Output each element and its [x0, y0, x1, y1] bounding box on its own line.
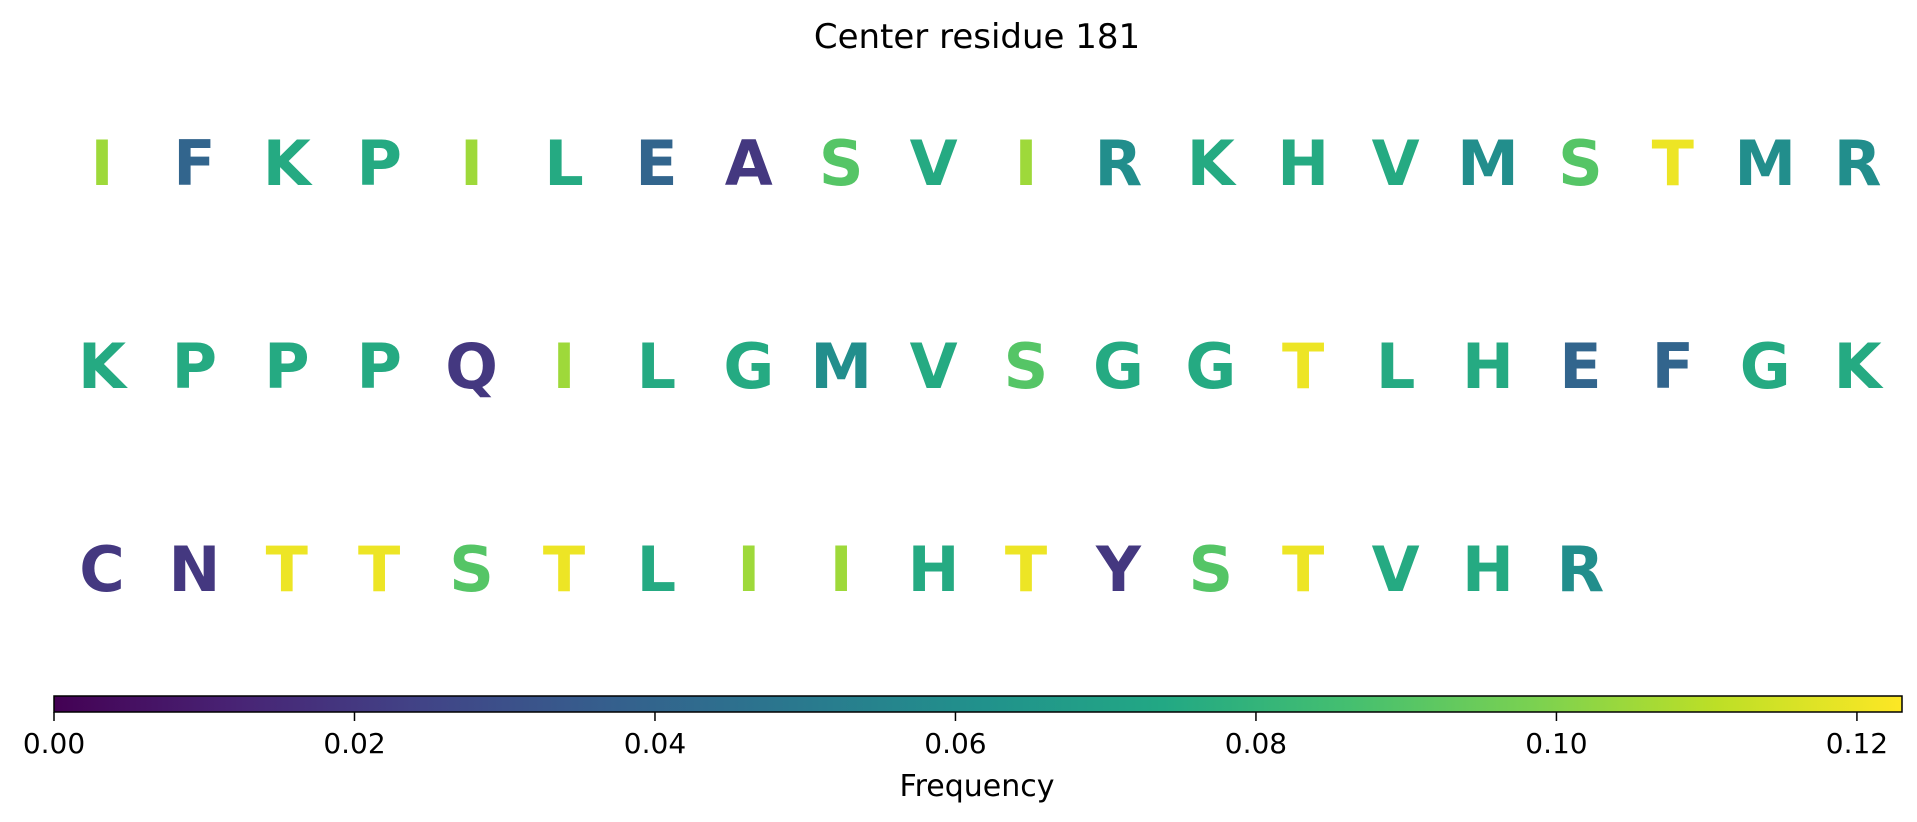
residue-letter: S [1004, 330, 1049, 403]
residue-letter: S [1188, 533, 1233, 606]
residue-letter: T [1282, 330, 1324, 403]
residue-letter: M [1734, 127, 1796, 200]
residue-letter: H [1277, 127, 1329, 200]
residue-letter: V [910, 127, 958, 200]
colorbar-tick-label: 0.02 [323, 727, 385, 760]
residue-letter: P [356, 127, 401, 200]
residue-letter: R [1095, 127, 1143, 200]
residue-letter: T [266, 533, 308, 606]
colorbar-label: Frequency [900, 769, 1055, 804]
residue-letter: H [1462, 330, 1514, 403]
residue-letter: H [908, 533, 960, 606]
colorbar-tick-label: 0.04 [624, 727, 686, 760]
residue-letter: T [358, 533, 400, 606]
residue-letter: L [637, 330, 677, 403]
colorbar-tick-label: 0.08 [1225, 727, 1287, 760]
residue-letter: V [1372, 127, 1420, 200]
residue-letter: V [910, 330, 958, 403]
residue-letter: V [1372, 533, 1420, 606]
residue-letter: I [737, 533, 760, 606]
residue-letter: R [1834, 127, 1882, 200]
residue-letter: H [1462, 533, 1514, 606]
residue-letter: I [460, 127, 483, 200]
residue-letter: R [1557, 533, 1605, 606]
residue-letter: E [1559, 330, 1601, 403]
residue-letter: A [725, 127, 773, 200]
residue-letter: Y [1095, 533, 1142, 606]
colorbar-tick-label: 0.06 [924, 727, 986, 760]
residue-letter: T [1282, 533, 1324, 606]
residue-grid: I F K P I L E A S V I R K H V M S T M RK P P P Q I L G M V S G G T L H E F G K… [78, 127, 1884, 606]
residue-letter: T [543, 533, 585, 606]
residue-letter: I [90, 127, 113, 200]
residue-letter: P [264, 330, 309, 403]
residue-letter: G [1093, 330, 1144, 403]
colorbar-tick-label: 0.12 [1826, 727, 1888, 760]
residue-letter: S [819, 127, 864, 200]
residue-letter: E [635, 127, 677, 200]
residue-letter: K [1187, 127, 1237, 200]
residue-letter: Q [445, 330, 498, 403]
residue-letter: S [449, 533, 494, 606]
colorbar-tick-label: 0.10 [1525, 727, 1587, 760]
residue-letter: I [552, 330, 575, 403]
chart-title: Center residue 181 [814, 17, 1140, 57]
residue-letter: F [1652, 330, 1694, 403]
residue-letter: C [79, 533, 125, 606]
residue-letter: S [1558, 127, 1603, 200]
colorbar-ticks: 0.00 0.02 0.04 0.06 0.08 0.10 0.12 [23, 712, 1888, 760]
residue-letter: N [168, 533, 220, 606]
residue-letter: L [637, 533, 677, 606]
residue-letter: P [356, 330, 401, 403]
residue-letter: G [1740, 330, 1791, 403]
residue-letter: M [1457, 127, 1519, 200]
residue-letter: L [1376, 330, 1416, 403]
colorbar-gradient [53, 695, 1903, 713]
residue-letter: F [173, 127, 215, 200]
residue-letter: K [263, 127, 313, 200]
residue-letter: T [1652, 127, 1694, 200]
residue-letter: G [723, 330, 774, 403]
residue-letter: K [1834, 330, 1884, 403]
residue-letter: I [1014, 127, 1037, 200]
residue-letter: M [810, 330, 872, 403]
residue-letter: I [830, 533, 853, 606]
residue-letter: P [172, 330, 217, 403]
colorbar: 0.00 0.02 0.04 0.06 0.08 0.10 0.12 Frequency [23, 695, 1903, 804]
residue-letter: K [78, 330, 128, 403]
residue-letter: L [544, 127, 584, 200]
residue-letter: G [1185, 330, 1236, 403]
residue-letter: T [1005, 533, 1047, 606]
colorbar-tick-label: 0.00 [23, 727, 85, 760]
